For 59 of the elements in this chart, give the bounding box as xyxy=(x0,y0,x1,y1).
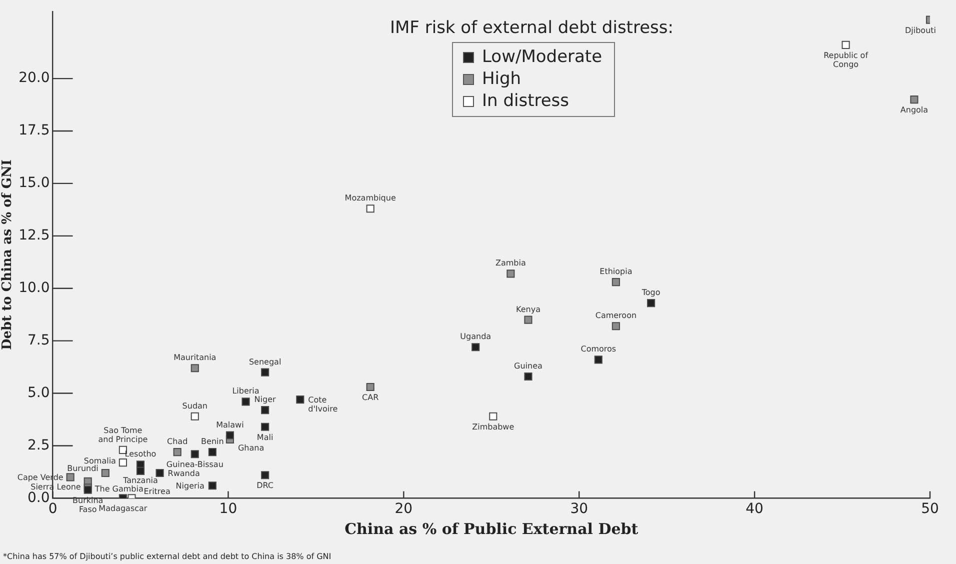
annotation: Ethiopia xyxy=(600,267,632,276)
annotation: Chad xyxy=(167,437,188,446)
annotation: Zambia xyxy=(495,258,526,268)
annotation: Tanzania xyxy=(122,476,158,485)
annotation: Benin xyxy=(201,437,224,446)
annotation: Guinea-Bissau xyxy=(166,460,224,470)
annotation: Senegal xyxy=(248,357,282,366)
annotation: Republic of Congo xyxy=(824,50,868,69)
annotation: Nigeria xyxy=(176,482,205,491)
annotation: Eritrea xyxy=(144,487,170,496)
y-tick-label: 2.5 xyxy=(28,437,50,454)
y-tick-label: 17.5 xyxy=(18,122,50,139)
y-tick-label: 20.0 xyxy=(18,70,50,86)
x-tick-label: 20 xyxy=(394,501,413,518)
annotation: Sao Tome and Principe xyxy=(98,426,148,444)
annotation: Malawi xyxy=(216,420,244,430)
x-tick-label: 40 xyxy=(746,501,764,518)
annotation: Rwanda xyxy=(168,469,200,478)
annotation: Togo xyxy=(640,288,660,298)
annotation: Niger xyxy=(254,395,277,404)
annotation: Zimbabwe xyxy=(472,422,514,432)
annotation: Mauritania xyxy=(174,353,216,362)
annotation: Guinea xyxy=(514,362,543,370)
y-tick-label: 15.0 xyxy=(18,175,50,192)
y-tick-label: 0.0 xyxy=(28,490,50,506)
y-axis-title: Debt to China as % of GNI xyxy=(0,160,16,350)
annotation: The Gambia xyxy=(94,484,144,494)
annotation: Comoros xyxy=(580,344,616,354)
annotation: Ghana xyxy=(238,443,264,452)
annotation: Cote d'Ivoire xyxy=(308,396,338,414)
x-tick-label: 10 xyxy=(219,501,238,518)
annotation: DRC xyxy=(256,481,274,490)
annotation: Lesotho xyxy=(124,450,156,459)
legend-label: High xyxy=(482,68,522,90)
annotation: Uganda xyxy=(460,332,492,342)
y-tick-label: 10.0 xyxy=(18,280,50,296)
text: *China has 57% of Djibouti’s public external debt and debt to China is 38% of GNI xyxy=(3,552,332,561)
y-tick-label: 7.5 xyxy=(28,332,50,348)
annotation: Burundi xyxy=(67,464,98,474)
x-tick-label: 50 xyxy=(921,501,939,518)
x-axis-title: China as % of Public External Debt xyxy=(344,520,638,538)
annotation: Liberia xyxy=(232,386,260,396)
annotation: Somalia xyxy=(84,456,116,466)
annotation: Sudan xyxy=(182,401,208,410)
annotation: CAR xyxy=(362,392,380,402)
x-tick-label: 0 xyxy=(48,501,58,518)
y-tick-label: 12.5 xyxy=(18,228,50,244)
annotation: Mozambique xyxy=(344,194,396,203)
annotation: Madagascar xyxy=(98,504,148,514)
y-tick-label: 5.0 xyxy=(28,384,50,401)
legend-label: In distress xyxy=(482,90,570,112)
x-tick-label: 30 xyxy=(570,501,588,518)
annotation: Cameroon xyxy=(595,311,637,320)
legend-title: IMF risk of external debt distress: xyxy=(390,18,674,38)
annotation: Mali xyxy=(256,432,274,442)
legend-label: Low/Moderate xyxy=(482,46,602,68)
annotation: Djibouti xyxy=(904,26,936,35)
annotation: Kenya xyxy=(516,304,541,314)
annotation: Angola xyxy=(900,106,928,115)
